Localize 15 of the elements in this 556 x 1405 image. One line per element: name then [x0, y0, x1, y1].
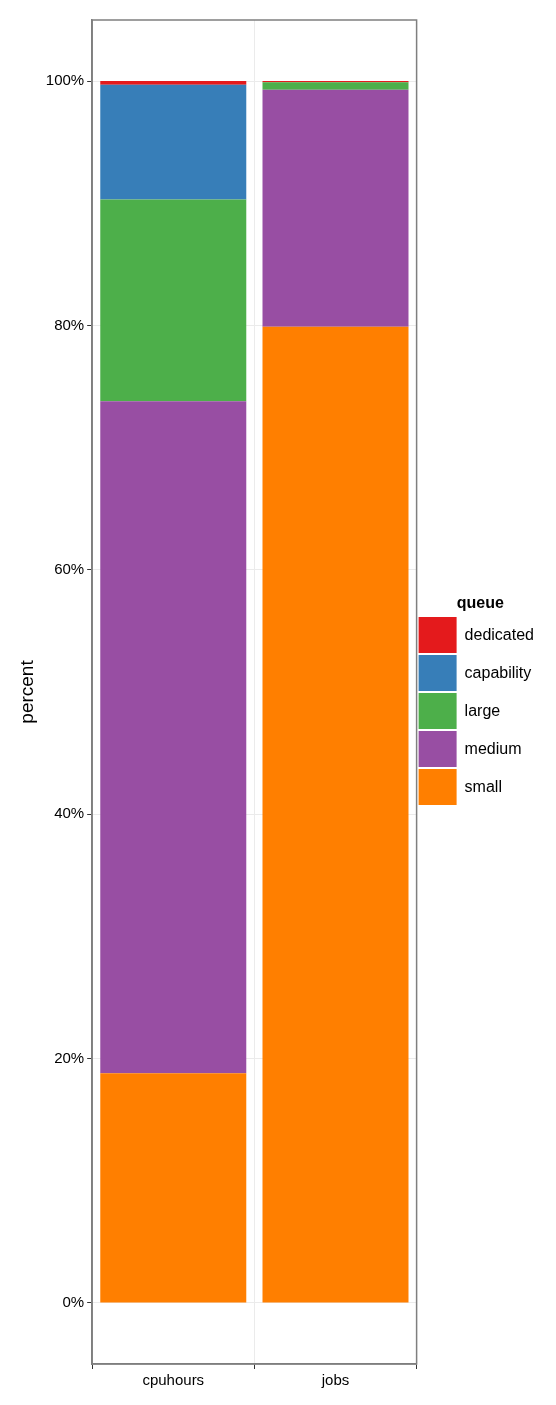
- y-tick-label: 0%: [62, 1293, 85, 1311]
- y-tick-label: 60%: [54, 559, 85, 577]
- y-tick-label: 20%: [54, 1048, 85, 1066]
- x-tick-label: jobs: [320, 1371, 350, 1389]
- y-tick-label: 100%: [45, 71, 85, 89]
- legend-label: small: [464, 777, 502, 795]
- y-tick-label: 40%: [54, 804, 85, 822]
- legend-label: large: [464, 701, 501, 719]
- x-tick-label: cpuhours: [142, 1371, 205, 1389]
- legend-label: capability: [464, 663, 532, 681]
- y-axis-title: percent: [15, 659, 37, 724]
- y-tick-label: 80%: [54, 315, 85, 333]
- legend-label: dedicated: [464, 625, 534, 643]
- legend-label: medium: [464, 739, 522, 757]
- legend-title: queue: [456, 594, 504, 612]
